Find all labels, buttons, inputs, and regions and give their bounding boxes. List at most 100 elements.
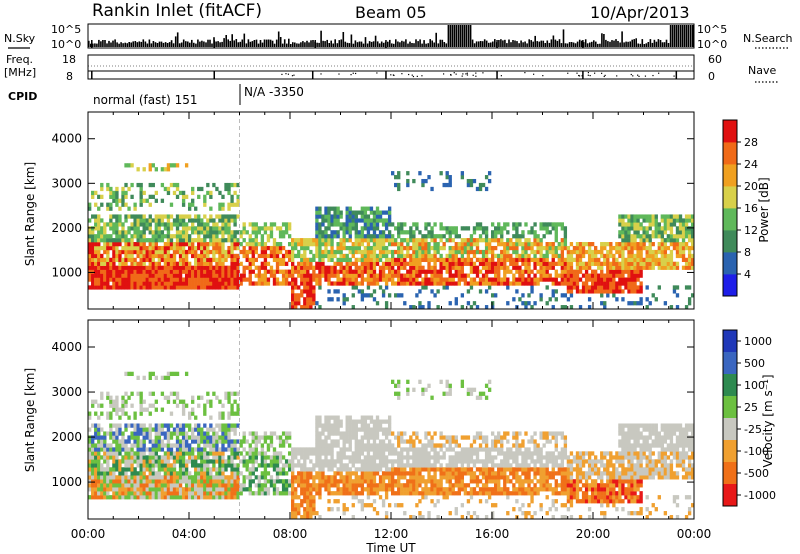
power-cell [424,238,428,243]
power-cell [360,265,365,270]
power-cell [642,230,646,235]
power-cell [109,285,113,290]
velocity-cell [124,479,128,484]
velocity-cell [330,415,334,420]
velocity-cell [309,451,313,456]
noise-bar [665,39,668,47]
velocity-cell [333,471,337,476]
velocity-cell [212,447,216,452]
power-cell [542,277,546,282]
velocity-cell [230,391,234,396]
power-cell [315,253,319,259]
power-cell [227,218,231,223]
velocity-cell [145,447,149,452]
velocity-cell [248,491,252,496]
power-cell [572,245,577,251]
power-cell [178,265,183,270]
power-cell [169,253,174,259]
velocity-cell [306,471,310,476]
power-cell [633,273,637,278]
velocity-cell [136,447,140,452]
velocity-cell [148,483,152,488]
power-cell [230,281,234,286]
power-cell [403,261,407,266]
power-cell [297,249,301,255]
velocity-cell [327,427,331,432]
velocity-cell [212,487,216,492]
power-cell [209,230,213,235]
noise-bar [241,39,244,47]
velocity-cell [254,491,258,496]
power-cell [403,238,407,243]
power-cell [597,285,601,290]
power-cell [609,245,613,251]
power-cell [554,226,558,231]
nsearch-tick-bottom: 10^0 [697,38,727,51]
power-cell [139,265,143,270]
velocity-cell [200,439,204,444]
power-cell [181,234,186,239]
power-cell [400,261,404,266]
power-cell [330,249,334,255]
velocity-cell [227,439,231,444]
power-cell [436,257,440,263]
power-cell [309,301,313,306]
power-cell [363,293,368,298]
velocity-cell [94,427,98,432]
velocity-cell [218,491,222,496]
power-cell [397,265,401,270]
power-cell [136,218,140,223]
power-cell [642,214,646,219]
power-cell [215,238,219,243]
power-cell [503,277,507,282]
power-cell [263,277,268,282]
velocity-cell [133,487,137,492]
power-cell [448,269,452,274]
velocity-cell [221,487,225,492]
velocity-cell [133,479,137,484]
power-cell [130,277,134,282]
power-cell [587,265,592,270]
power-cell [590,249,595,255]
velocity-cell [300,491,304,496]
velocity-cell [100,495,104,500]
power-cell [242,245,246,251]
noise-bar [96,43,98,47]
power-cell [124,230,128,235]
power-cell [497,277,501,282]
power-cell [475,265,480,270]
power-cell [118,222,122,227]
power-cell [490,281,495,286]
power-cell [227,230,231,235]
power-cell [660,218,664,223]
velocity-cell [160,467,165,472]
power-cell [133,261,137,266]
power-cell [478,238,483,243]
power-cell [506,285,510,290]
velocity-cell [236,455,240,460]
power-cell [569,273,574,278]
power-cell [136,249,140,255]
power-cell [560,242,565,247]
velocity-cell [303,515,307,519]
noise-bar [120,42,122,47]
power-cell [545,277,549,282]
power-cell [303,265,307,270]
velocity-cell [233,439,237,444]
velocity-cell [191,431,195,436]
power-cell [654,257,658,263]
power-cell [360,281,365,286]
power-cell [260,242,265,247]
power-cell [148,261,152,266]
velocity-cell [133,423,137,428]
power-cell [375,273,380,278]
power-cell [181,222,186,227]
velocity-cell [145,459,149,464]
power-cell [360,234,365,239]
velocity-cell [206,459,210,464]
power-cell [687,234,692,239]
power-cell [233,269,237,274]
power-cell [448,273,452,278]
power-cell [257,242,262,247]
power-cell [281,230,286,235]
